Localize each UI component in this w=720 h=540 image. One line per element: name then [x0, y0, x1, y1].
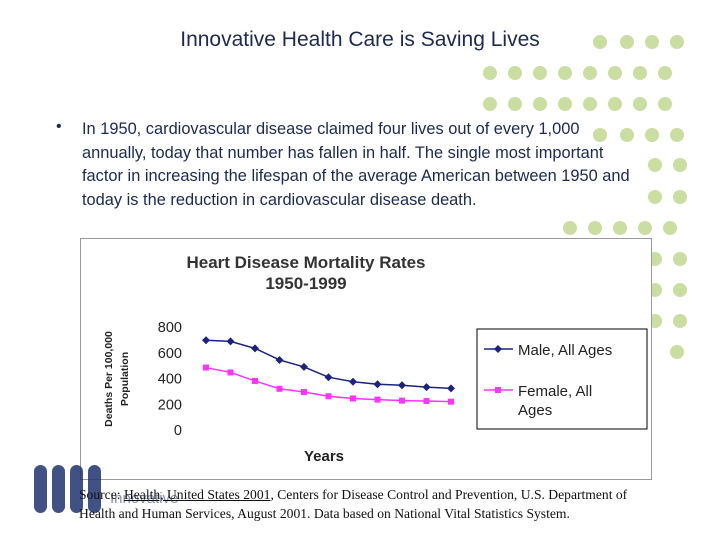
decorative-dot — [633, 97, 647, 111]
decorative-dot — [648, 158, 662, 172]
decorative-dot — [620, 128, 634, 142]
data-point — [227, 369, 234, 376]
decorative-dot — [613, 221, 627, 235]
decorative-dot — [583, 66, 597, 80]
decorative-dot — [483, 97, 497, 111]
data-point — [202, 336, 210, 345]
data-point — [399, 397, 405, 404]
decorative-dot — [563, 221, 577, 235]
chart-title-line2: 1950-1999 — [265, 274, 346, 293]
plot-area: 800 600 400 200 0 — [158, 320, 455, 439]
decorative-dot — [608, 66, 622, 80]
chart-frame: Heart Disease Mortality Rates 1950-1999 … — [80, 238, 652, 480]
data-point — [275, 355, 284, 364]
decorative-dot — [593, 35, 607, 49]
logo-bar — [70, 465, 83, 513]
decorative-dot — [558, 66, 572, 80]
data-point — [325, 393, 332, 400]
decorative-dot — [583, 97, 597, 111]
decorative-dot — [645, 128, 659, 142]
decorative-dot — [508, 66, 522, 80]
data-point — [422, 383, 431, 392]
y-tick-label: 400 — [158, 372, 182, 388]
bullet-text: In 1950, cardiovascular disease claimed … — [82, 120, 630, 209]
chart-legend: Male, All Ages Female, All Ages — [476, 328, 648, 430]
decorative-dot — [483, 66, 497, 80]
decorative-dot — [673, 314, 687, 328]
mortality-chart: Heart Disease Mortality Rates 1950-1999 … — [103, 253, 648, 465]
legend-marker — [495, 387, 501, 393]
source-citation: Source: Health, United States 2001, Cent… — [79, 485, 659, 523]
y-tick-label: 600 — [158, 346, 182, 362]
y-axis-label-line2: Population — [119, 352, 131, 406]
data-point — [301, 389, 307, 396]
logo-bar — [52, 465, 65, 513]
decorative-dot — [638, 221, 652, 235]
data-point — [203, 364, 209, 371]
source-link[interactable]: Health, United States 2001 — [123, 487, 271, 502]
decorative-dot — [663, 221, 677, 235]
decorative-dot — [633, 66, 647, 80]
decorative-dot — [670, 35, 684, 49]
legend-label: Female, All — [518, 383, 592, 400]
decorative-dot — [673, 158, 687, 172]
data-point — [447, 384, 455, 393]
logo-bar — [88, 465, 101, 513]
data-point — [251, 344, 259, 353]
decorative-dot — [648, 190, 662, 204]
source-prefix: Source: — [79, 487, 124, 502]
logo-bar — [34, 465, 47, 513]
decorative-dot — [658, 97, 672, 111]
data-point — [423, 398, 430, 405]
data-point — [226, 337, 235, 346]
y-tick-label: 0 — [174, 423, 182, 439]
decorative-dot — [588, 221, 602, 235]
chart-title-line1: Heart Disease Mortality Rates — [186, 253, 425, 272]
data-point — [373, 380, 382, 389]
decorative-dot — [673, 252, 687, 266]
y-tick-label: 200 — [158, 397, 182, 413]
bullet-marker: • — [56, 118, 62, 135]
decorative-dot — [645, 35, 659, 49]
decorative-dot — [558, 97, 572, 111]
legend-label: Ages — [518, 402, 552, 419]
company-logo: Innovative — [34, 465, 178, 513]
data-point — [300, 362, 308, 371]
legend-box — [476, 328, 648, 430]
decorative-dot — [673, 283, 687, 297]
source-rest: , Centers for Disease Control and Preven… — [79, 487, 628, 521]
y-tick-label: 800 — [158, 320, 182, 336]
decorative-dot — [593, 128, 607, 142]
logo-text: Innovative — [110, 490, 178, 507]
decorative-dot — [608, 97, 622, 111]
decorative-dot — [620, 35, 634, 49]
decorative-dot — [670, 128, 684, 142]
data-point — [374, 396, 381, 403]
y-axis-label-line1: Deaths Per 100,000 — [103, 331, 115, 427]
data-point — [252, 377, 258, 384]
data-point — [398, 381, 406, 390]
legend-label: Male, All Ages — [518, 342, 612, 359]
slide-title: Innovative Health Care is Saving Lives — [180, 28, 540, 51]
x-axis-label: Years — [304, 448, 344, 465]
decorative-dot — [533, 97, 547, 111]
data-point — [276, 385, 283, 392]
decorative-dot — [533, 66, 547, 80]
decorative-dot — [670, 345, 684, 359]
data-point — [350, 395, 356, 402]
data-point — [448, 398, 454, 405]
decorative-dot — [508, 97, 522, 111]
decorative-dot — [673, 190, 687, 204]
data-point — [349, 377, 357, 386]
decorative-dot — [658, 66, 672, 80]
legend-marker — [494, 345, 502, 353]
data-point — [324, 373, 333, 382]
